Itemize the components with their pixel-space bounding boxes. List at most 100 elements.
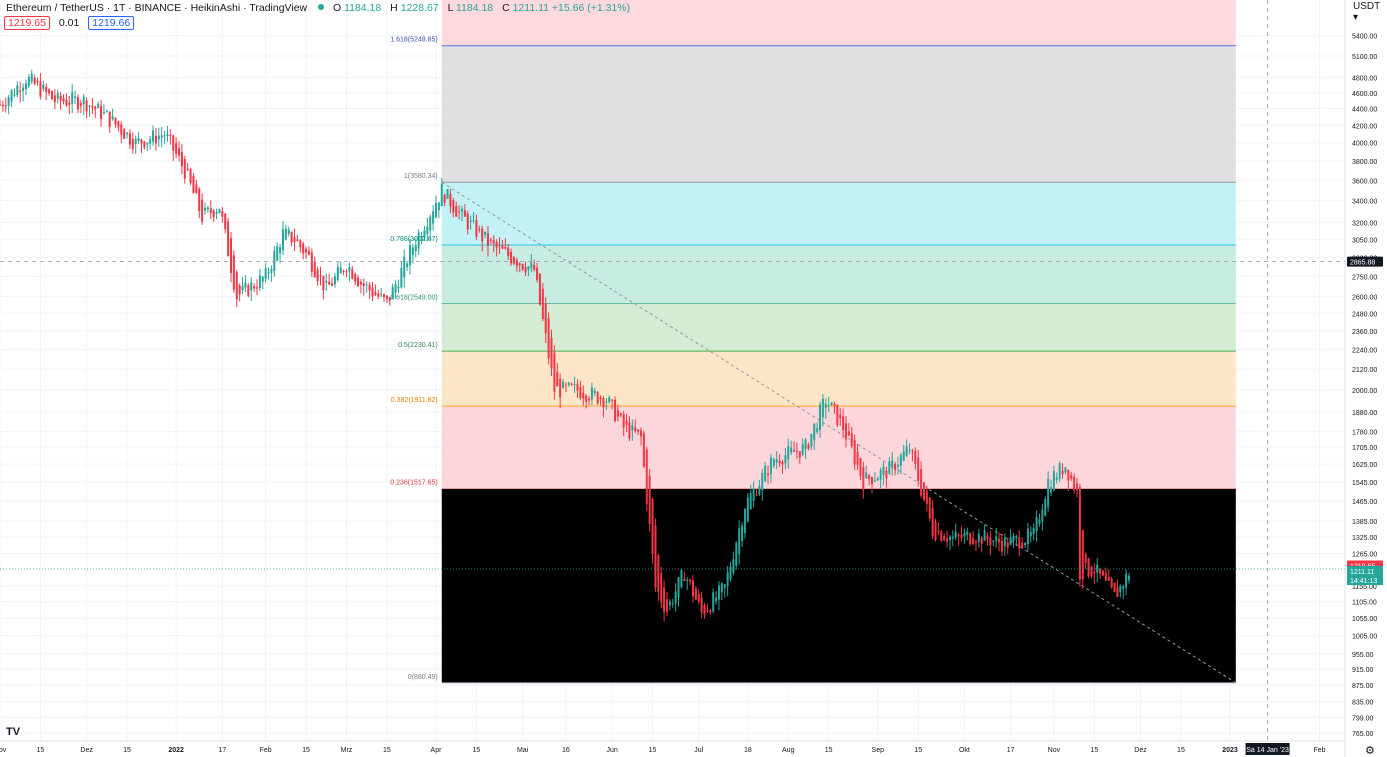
candle-body	[169, 134, 172, 136]
candle-body	[940, 531, 943, 541]
price-tick-label: 2120.00	[1352, 367, 1377, 374]
candle-body	[845, 423, 848, 440]
candle-body	[896, 464, 899, 467]
price-tick-label: 875.00	[1352, 683, 1374, 690]
candle-body	[608, 397, 611, 403]
candle-body	[143, 141, 146, 148]
candle-body	[879, 470, 882, 480]
candle-body	[717, 585, 720, 600]
time-tick-label: 18	[744, 747, 752, 754]
candle-body	[449, 193, 452, 207]
candle-body	[284, 228, 287, 240]
time-tick-label: 15	[473, 747, 481, 754]
candle-body	[354, 273, 357, 282]
candle-body	[333, 276, 336, 285]
currency-selector[interactable]: USDT ▾	[1353, 1, 1387, 23]
candle-body	[801, 444, 804, 455]
candle-body	[498, 244, 501, 246]
candle-body	[937, 530, 940, 533]
candle-body	[397, 286, 400, 289]
candle-body	[307, 250, 310, 255]
candle-body	[1047, 479, 1050, 508]
candle-body	[452, 200, 455, 213]
candle-body	[229, 238, 233, 273]
candle-body	[117, 121, 120, 128]
candle-body	[495, 241, 498, 248]
candle-body	[1041, 509, 1044, 522]
bid-badge[interactable]: 1219.65	[4, 16, 50, 30]
candle-body	[255, 287, 258, 289]
candle-body	[406, 263, 409, 267]
candle-body	[596, 392, 599, 404]
candle-body	[27, 76, 30, 87]
candle-body	[377, 293, 380, 297]
candle-body	[995, 536, 998, 542]
candle-body	[437, 202, 440, 211]
candle-body	[729, 566, 732, 580]
price-tick-label: 1005.00	[1352, 634, 1377, 641]
ask-badge[interactable]: 1219.66	[88, 16, 135, 30]
fib-zone	[441, 351, 1236, 407]
candle-body	[215, 212, 218, 214]
fib-zone	[441, 245, 1236, 304]
symbol-title[interactable]: Ethereum / TetherUS · 1T · BINANCE · Hei…	[6, 2, 308, 14]
candle-body	[559, 378, 562, 398]
gear-icon[interactable]: ⚙	[1365, 745, 1375, 757]
candle-body	[71, 92, 74, 104]
candle-body	[715, 597, 718, 602]
candle-body	[839, 414, 842, 419]
candle-body	[414, 245, 417, 252]
candle-body	[590, 387, 593, 400]
candle-body	[585, 395, 588, 402]
candle-body	[920, 469, 923, 496]
candle-body	[657, 555, 660, 592]
price-tick-label: 3800.00	[1352, 159, 1377, 166]
candle-body	[175, 142, 178, 154]
candle-body	[553, 352, 556, 392]
candle-body	[902, 451, 905, 461]
price-tick-label: 2600.00	[1352, 294, 1377, 301]
candle-body	[359, 281, 362, 285]
candle-body	[160, 135, 163, 138]
crosshair-date-label: Sa 14 Jan '23	[1246, 747, 1289, 754]
fib-zone	[441, 488, 1236, 683]
candle-body	[56, 92, 59, 99]
candle-body	[1113, 582, 1116, 592]
fib-trendline	[441, 181, 1237, 684]
time-tick-label: 17	[1007, 747, 1015, 754]
candle-body	[1116, 587, 1119, 597]
tradingview-logo[interactable]: TV	[6, 726, 21, 738]
candle-body	[576, 384, 579, 391]
candle-body	[868, 475, 871, 480]
candle-body	[660, 573, 663, 603]
candle-body	[899, 454, 902, 466]
candle-body	[42, 84, 45, 89]
candle-body	[873, 480, 876, 482]
candle-body	[409, 245, 412, 266]
candle-body	[1107, 576, 1110, 581]
candle-body	[891, 460, 894, 468]
candle-body	[385, 295, 388, 299]
candle-body	[775, 459, 778, 463]
candle-body	[570, 383, 573, 385]
candle-body	[1029, 532, 1032, 537]
candle-body	[299, 240, 302, 248]
candle-body	[100, 105, 103, 120]
candle-body	[648, 475, 651, 524]
candle-body	[960, 534, 963, 538]
candle-body	[120, 124, 123, 135]
candle-body	[82, 96, 85, 105]
candle-body	[97, 103, 100, 109]
candle-body	[114, 117, 117, 125]
candle-body	[1055, 477, 1058, 481]
candle-body	[258, 275, 261, 288]
candle-body	[394, 284, 397, 293]
candle-body	[758, 486, 761, 495]
price-tick-label: 1385.00	[1352, 519, 1377, 526]
candle-body	[85, 100, 88, 112]
time-tick-label: 15	[1090, 747, 1098, 754]
candles	[0, 69, 1130, 622]
candle-body	[348, 266, 351, 272]
candle-body	[16, 85, 19, 96]
